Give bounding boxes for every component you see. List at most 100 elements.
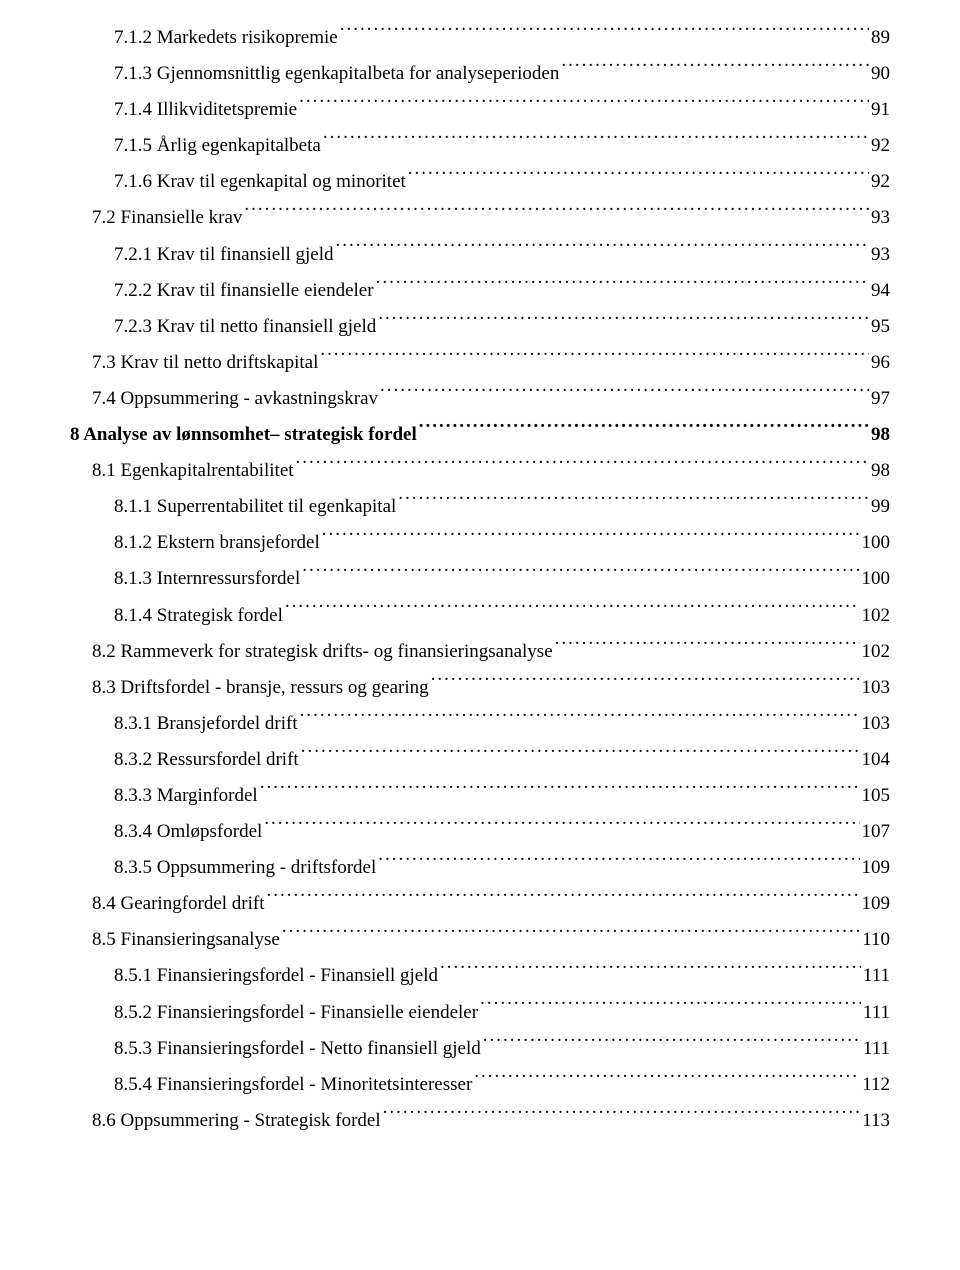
toc-entry: 8.3.3 Marginfordel105 bbox=[70, 778, 890, 814]
toc-entry-label: 8.1 Egenkapitalrentabilitet bbox=[92, 453, 294, 489]
toc-entry-page: 92 bbox=[871, 128, 890, 164]
toc-entry: 7.4 Oppsummering - avkastningskrav 97 bbox=[70, 381, 890, 417]
toc-leader-dots bbox=[440, 962, 861, 981]
toc-entry-label: 7.1.2 Markedets risikopremie bbox=[114, 20, 338, 56]
toc-leader-dots bbox=[320, 349, 869, 368]
toc-entry-page: 100 bbox=[862, 561, 891, 597]
toc-entry: 7.3 Krav til netto driftskapital96 bbox=[70, 345, 890, 381]
toc-entry: 8.2 Rammeverk for strategisk drifts- og … bbox=[70, 634, 890, 670]
toc-entry-page: 93 bbox=[871, 200, 890, 236]
toc-entry-label: 8.3 Driftsfordel - bransje, ressurs og g… bbox=[92, 670, 429, 706]
toc-entry: 8.3.1 Bransjefordel drift103 bbox=[70, 706, 890, 742]
toc-entry-label: 7.1.6 Krav til egenkapital og minoritet bbox=[114, 164, 406, 200]
toc-entry-page: 102 bbox=[862, 634, 891, 670]
toc-entry: 8.1.2 Ekstern bransjefordel 100 bbox=[70, 525, 890, 561]
toc-entry-page: 111 bbox=[863, 995, 890, 1031]
toc-entry-page: 90 bbox=[871, 56, 890, 92]
toc-leader-dots bbox=[264, 818, 859, 837]
toc-leader-dots bbox=[260, 782, 860, 801]
toc-leader-dots bbox=[340, 24, 869, 43]
toc-leader-dots bbox=[555, 638, 860, 657]
toc-entry: 7.2.1 Krav til finansiell gjeld93 bbox=[70, 237, 890, 273]
toc-entry: 8.5.3 Finansieringsfordel - Netto finans… bbox=[70, 1031, 890, 1067]
toc-leader-dots bbox=[322, 529, 860, 548]
toc-leader-dots bbox=[378, 854, 859, 873]
toc-entry: 8.5.4 Finansieringsfordel - Minoritetsin… bbox=[70, 1067, 890, 1103]
toc-entry-page: 105 bbox=[862, 778, 891, 814]
toc-entry-page: 107 bbox=[862, 814, 891, 850]
toc-entry-page: 89 bbox=[871, 20, 890, 56]
toc-entry-page: 92 bbox=[871, 164, 890, 200]
toc-entry: 8.4 Gearingfordel drift109 bbox=[70, 886, 890, 922]
toc-entry-label: 7.2.1 Krav til finansiell gjeld bbox=[114, 237, 334, 273]
toc-entry-label: 8.2 Rammeverk for strategisk drifts- og … bbox=[92, 634, 553, 670]
toc-entry-page: 95 bbox=[871, 309, 890, 345]
toc-entry-label: 7.4 Oppsummering - avkastningskrav bbox=[92, 381, 378, 417]
toc-leader-dots bbox=[300, 710, 860, 729]
toc-entry: 8.1.4 Strategisk fordel 102 bbox=[70, 598, 890, 634]
toc-entry-label: 8.3.5 Oppsummering - driftsfordel bbox=[114, 850, 376, 886]
toc-entry: 8.6 Oppsummering - Strategisk fordel113 bbox=[70, 1103, 890, 1139]
toc-entry-label: 7.2.3 Krav til netto finansiell gjeld bbox=[114, 309, 376, 345]
toc-leader-dots bbox=[323, 132, 869, 151]
toc-entry-page: 99 bbox=[871, 489, 890, 525]
toc-leader-dots bbox=[474, 1071, 860, 1090]
toc-entry: 7.1.5 Årlig egenkapitalbeta92 bbox=[70, 128, 890, 164]
toc-entry: 7.1.3 Gjennomsnittlig egenkapitalbeta fo… bbox=[70, 56, 890, 92]
toc-entry-label: 7.2 Finansielle krav bbox=[92, 200, 242, 236]
toc-entry: 8.5 Finansieringsanalyse110 bbox=[70, 922, 890, 958]
toc-entry-label: 8.5 Finansieringsanalyse bbox=[92, 922, 280, 958]
toc-leader-dots bbox=[483, 1035, 861, 1054]
toc-entry: 7.1.2 Markedets risikopremie 89 bbox=[70, 20, 890, 56]
toc-leader-dots bbox=[380, 385, 869, 404]
toc-leader-dots bbox=[419, 421, 869, 440]
toc-entry-label: 7.1.3 Gjennomsnittlig egenkapitalbeta fo… bbox=[114, 56, 559, 92]
toc-entry-label: 8.1.3 Internressursfordel bbox=[114, 561, 300, 597]
toc-entry-page: 91 bbox=[871, 92, 890, 128]
toc-leader-dots bbox=[302, 565, 859, 584]
toc-entry-label: 8.3.2 Ressursfordel drift bbox=[114, 742, 299, 778]
toc-leader-dots bbox=[336, 241, 869, 260]
toc-entry-page: 98 bbox=[871, 417, 890, 453]
toc-entry-label: 7.2.2 Krav til finansielle eiendeler bbox=[114, 273, 374, 309]
toc-leader-dots bbox=[431, 674, 860, 693]
toc-entry-page: 97 bbox=[871, 381, 890, 417]
toc-entry-label: 7.1.4 Illikviditetspremie bbox=[114, 92, 297, 128]
toc-entry: 8.3.2 Ressursfordel drift 104 bbox=[70, 742, 890, 778]
toc-leader-dots bbox=[480, 999, 861, 1018]
toc-entry-page: 96 bbox=[871, 345, 890, 381]
toc-entry-page: 109 bbox=[862, 850, 891, 886]
toc-entry: 8.3.5 Oppsummering - driftsfordel 109 bbox=[70, 850, 890, 886]
toc-leader-dots bbox=[285, 602, 860, 621]
toc-entry-page: 104 bbox=[862, 742, 891, 778]
toc-entry-label: 8.1.2 Ekstern bransjefordel bbox=[114, 525, 320, 561]
toc-entry-page: 109 bbox=[862, 886, 891, 922]
toc-entry-label: 8.1.4 Strategisk fordel bbox=[114, 598, 283, 634]
toc-entry-page: 94 bbox=[871, 273, 890, 309]
toc-entry-page: 112 bbox=[862, 1067, 890, 1103]
toc-entry-page: 102 bbox=[862, 598, 891, 634]
toc-entry: 7.1.6 Krav til egenkapital og minoritet 9… bbox=[70, 164, 890, 200]
toc-entry: 7.2.2 Krav til finansielle eiendeler 94 bbox=[70, 273, 890, 309]
toc-entry-label: 8.1.1 Superrentabilitet til egenkapital bbox=[114, 489, 396, 525]
toc-leader-dots bbox=[378, 313, 869, 332]
toc-entry: 8.5.1 Finansieringsfordel - Finansiell g… bbox=[70, 958, 890, 994]
toc-entry-label: 8.6 Oppsummering - Strategisk fordel bbox=[92, 1103, 381, 1139]
toc-entry: 7.2.3 Krav til netto finansiell gjeld 95 bbox=[70, 309, 890, 345]
toc-leader-dots bbox=[383, 1107, 861, 1126]
toc-leader-dots bbox=[267, 890, 860, 909]
toc-entry: 8.5.2 Finansieringsfordel - Finansielle … bbox=[70, 995, 890, 1031]
toc-entry: 8.3 Driftsfordel - bransje, ressurs og g… bbox=[70, 670, 890, 706]
toc-leader-dots bbox=[244, 204, 869, 223]
toc-entry-page: 103 bbox=[862, 670, 891, 706]
toc-entry-page: 111 bbox=[863, 958, 890, 994]
toc-leader-dots bbox=[561, 60, 869, 79]
toc-entry: 8.1.1 Superrentabilitet til egenkapital 9… bbox=[70, 489, 890, 525]
toc-entry-label: 8 Analyse av lønnsomhet– strategisk ford… bbox=[70, 417, 417, 453]
toc-leader-dots bbox=[301, 746, 860, 765]
toc-entry: 7.2 Finansielle krav 93 bbox=[70, 200, 890, 236]
toc-entry-label: 8.5.2 Finansieringsfordel - Finansielle … bbox=[114, 995, 478, 1031]
toc-entry-label: 8.5.4 Finansieringsfordel - Minoritetsin… bbox=[114, 1067, 472, 1103]
toc-entry-label: 8.5.1 Finansieringsfordel - Finansiell g… bbox=[114, 958, 438, 994]
toc-entry-page: 100 bbox=[862, 525, 891, 561]
